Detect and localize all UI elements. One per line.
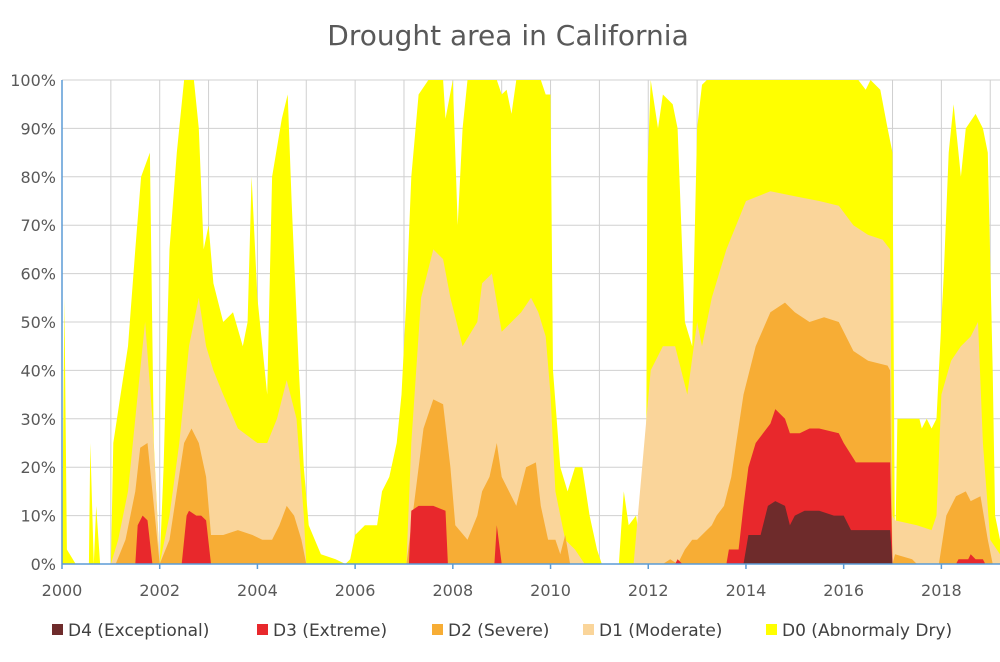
y-tick-label: 50% (20, 313, 56, 332)
x-tick-label: 2002 (139, 581, 180, 600)
y-tick-label: 100% (10, 71, 56, 90)
y-tick-label: 40% (20, 361, 56, 380)
legend-item: D4 (Exceptional) (52, 621, 209, 641)
x-tick-label: 2006 (335, 581, 376, 600)
x-tick-label: 2014 (726, 581, 767, 600)
plot-areas (62, 80, 1000, 565)
y-tick-label: 90% (20, 119, 56, 138)
legend-label: D4 (Exceptional) (68, 621, 209, 641)
legend-item: D1 (Moderate) (583, 621, 722, 641)
chart-title: Drought area in California (327, 19, 688, 52)
legend-label: D1 (Moderate) (599, 621, 722, 641)
legend-swatch (766, 624, 777, 635)
legend: D4 (Exceptional) D3 (Extreme) D2 (Severe) D… (52, 621, 952, 641)
y-tick-label: 20% (20, 458, 56, 477)
x-tick-label: 2012 (628, 581, 669, 600)
legend-item: D0 (Abnormaly Dry) (766, 621, 952, 641)
legend-item: D3 (Extreme) (257, 621, 387, 641)
x-tick-label: 2018 (921, 581, 962, 600)
x-tick-label: 2000 (42, 581, 83, 600)
y-tick-label: 10% (20, 507, 56, 526)
legend-swatch (257, 624, 268, 635)
y-tick-label: 80% (20, 168, 56, 187)
legend-label: D2 (Severe) (448, 621, 549, 641)
y-tick-label: 70% (20, 216, 56, 235)
y-tick-label: 60% (20, 265, 56, 284)
x-tick-label: 2004 (237, 581, 278, 600)
x-tick-label: 2008 (432, 581, 473, 600)
area-d4 (62, 501, 1000, 564)
legend-swatch (583, 624, 594, 635)
x-tick-label: 2016 (823, 581, 864, 600)
axes: 0% 10% 20% 30% 40% 50% 60% 70% 80% 90% 100% 2000 200… (10, 71, 1000, 600)
legend-swatch (52, 624, 63, 635)
legend-label: D3 (Extreme) (273, 621, 387, 641)
y-tick-label: 0% (31, 555, 56, 574)
legend-label: D0 (Abnormaly Dry) (782, 621, 952, 641)
y-tick-label: 30% (20, 410, 56, 429)
legend-swatch (432, 624, 443, 635)
legend-item: D2 (Severe) (432, 621, 549, 641)
x-tick-label: 2010 (530, 581, 571, 600)
